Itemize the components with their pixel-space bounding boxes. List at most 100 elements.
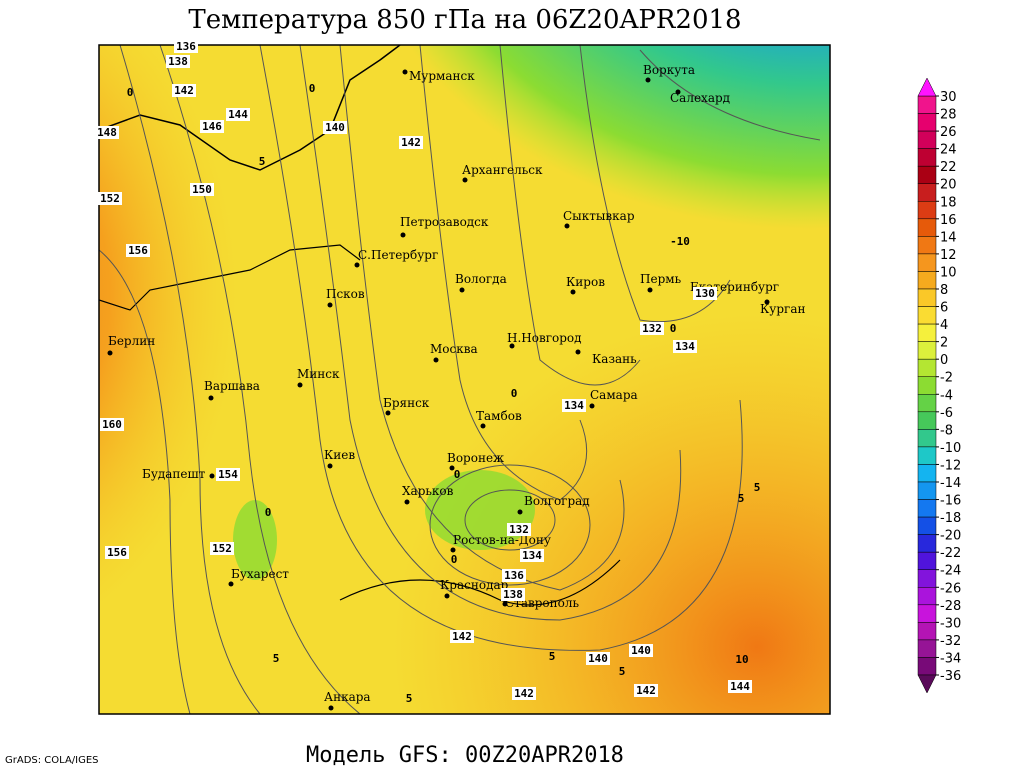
- isotherm-label: 5: [406, 692, 413, 705]
- contour-label-bg: [501, 588, 525, 601]
- colorbar-box: [917, 323, 937, 342]
- colorbar-under: [917, 674, 937, 694]
- isotherm-label: 5: [273, 652, 280, 665]
- colorbar-label: 6: [940, 301, 948, 316]
- isotherm-label: 0: [309, 82, 316, 95]
- colorbar-box: [917, 569, 937, 588]
- contour-label: 142: [174, 84, 194, 97]
- colorbar-label: -36: [940, 669, 961, 684]
- city-dot: [107, 350, 113, 356]
- contour-label: 142: [401, 136, 421, 149]
- city-label: Салехард: [670, 91, 730, 105]
- contour-label-bg: [693, 287, 717, 300]
- contour-label-bg: [166, 55, 190, 68]
- contour-label: 136: [176, 40, 196, 53]
- credit: GrADS: COLA/IGES: [5, 755, 99, 766]
- colorbar-box: [917, 183, 937, 202]
- city-dot: [297, 382, 303, 388]
- city-dot: [208, 395, 214, 401]
- colorbar-box: [917, 271, 937, 290]
- contour-label: 136: [504, 569, 524, 582]
- isotherm-label: 0: [670, 322, 677, 335]
- colorbar-label: -26: [940, 581, 961, 596]
- city-dot: [327, 302, 333, 308]
- colorbar-label: 2: [940, 336, 948, 351]
- contour-label: 144: [730, 680, 750, 693]
- colorbar-box: [917, 657, 937, 676]
- contour-label: 152: [100, 192, 120, 205]
- colorbar-label: -8: [940, 423, 953, 438]
- isotherm-label: 0: [451, 553, 458, 566]
- colorbar-label: 16: [940, 213, 957, 228]
- colorbar-box: [917, 376, 937, 395]
- colorbar-label: -4: [940, 388, 953, 403]
- contour-label-bg: [399, 136, 423, 149]
- colorbar-label: 24: [940, 143, 957, 158]
- colorbar-label: 14: [940, 230, 957, 245]
- colorbar-box: [917, 218, 937, 237]
- colorbar-label: -12: [940, 458, 961, 473]
- contour-label: 140: [631, 644, 651, 657]
- city-label: Самара: [590, 388, 638, 402]
- colorbar-box: [917, 341, 937, 360]
- colorbar-box: [917, 95, 937, 114]
- isotherm-label: 0: [265, 506, 272, 519]
- city-label: Петрозаводск: [400, 215, 489, 229]
- city-label: Ростов-на-Дону: [453, 533, 551, 547]
- city-label: Мурманск: [409, 69, 475, 83]
- contour-label-bg: [629, 644, 653, 657]
- contour-label-bg: [673, 340, 697, 353]
- city-label: Анкара: [324, 690, 371, 704]
- contour-label: 140: [325, 121, 345, 134]
- city-label: Архангельск: [462, 163, 543, 177]
- city-label: Н.Новгород: [507, 331, 582, 345]
- colorbar-label: -10: [940, 441, 961, 456]
- contour-label-bg: [210, 542, 234, 555]
- colorbar-box: [917, 148, 937, 167]
- colorbar-label: 28: [940, 108, 957, 123]
- city-dot: [327, 463, 333, 469]
- colorbar-over: [917, 77, 937, 97]
- colorbar-label: -16: [940, 494, 961, 509]
- contour-label-bg: [226, 108, 250, 121]
- title: Температура 850 гПа на 06Z20APR2018: [188, 5, 741, 35]
- contour-label-bg: [586, 652, 610, 665]
- city-dot: [570, 289, 576, 295]
- contour-label-bg: [200, 120, 224, 133]
- contour-label-bg: [507, 523, 531, 536]
- colorbar-label: 4: [940, 318, 948, 333]
- city-label: Псков: [326, 287, 365, 301]
- city-label: Харьков: [402, 484, 454, 498]
- contour-label-bg: [323, 121, 347, 134]
- contour-label-bg: [634, 684, 658, 697]
- contour-label-bg: [126, 244, 150, 257]
- contour-label: 134: [522, 549, 542, 562]
- contour-label: 132: [642, 322, 662, 335]
- contour-label: 154: [218, 468, 238, 481]
- city-label: Вологда: [455, 272, 507, 286]
- colorbar-box: [917, 639, 937, 658]
- city-label: Казань: [592, 352, 637, 366]
- city-dot: [502, 601, 508, 607]
- colorbar-box: [917, 622, 937, 641]
- city-dot: [209, 473, 215, 479]
- colorbar-label: 20: [940, 178, 957, 193]
- city-dot: [575, 349, 581, 355]
- colorbar-label: -28: [940, 599, 961, 614]
- city-dot: [459, 287, 465, 293]
- colorbar-label: 12: [940, 248, 957, 263]
- colorbar-box: [917, 464, 937, 483]
- city-dot: [328, 705, 334, 711]
- colorbar-box: [917, 306, 937, 325]
- contour-label: 148: [97, 126, 117, 139]
- colorbar-label: -34: [940, 651, 961, 666]
- isotherm-label: 0: [511, 387, 518, 400]
- contour-label: 156: [107, 546, 127, 559]
- contour-label: 160: [102, 418, 122, 431]
- isotherm-label: 5: [619, 665, 626, 678]
- city-dot: [444, 593, 450, 599]
- contour-label-bg: [190, 183, 214, 196]
- contour-label-bg: [502, 569, 526, 582]
- city-dot: [675, 89, 681, 95]
